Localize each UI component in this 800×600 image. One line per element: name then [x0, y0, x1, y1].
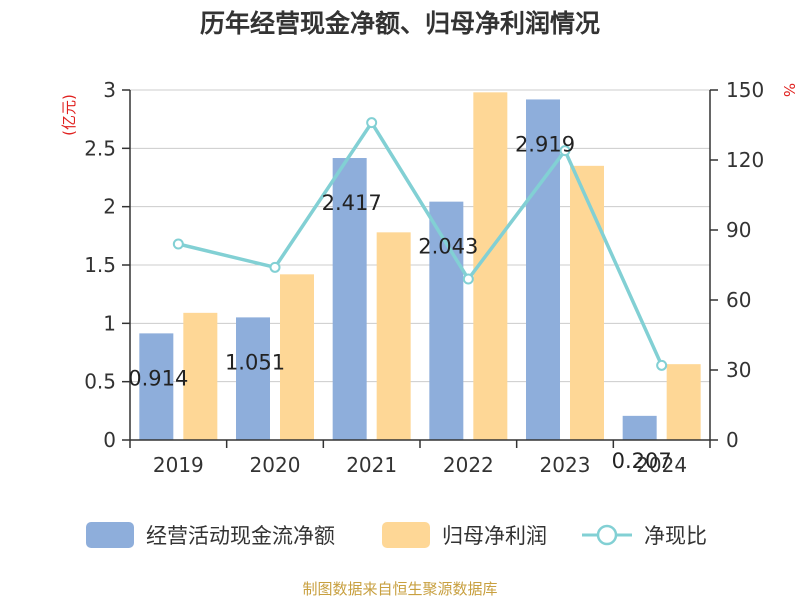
bar-net-profit [570, 165, 604, 441]
ratio-point [366, 117, 378, 129]
right-axis-unit: % [780, 83, 798, 97]
right-tick-label: 90 [726, 218, 751, 242]
x-tick-label: 2024 [636, 453, 687, 477]
legend-marker-ratio [596, 524, 618, 546]
data-label-cashflow: 1.051 [225, 350, 285, 374]
right-tick-label: 0 [726, 428, 739, 452]
left-tick-label: 2.5 [84, 136, 116, 160]
right-tick-label: 30 [726, 358, 751, 382]
legend-label-net-profit: 归母净利润 [442, 524, 547, 548]
bar-net-profit [183, 312, 218, 440]
x-tick-label: 2021 [346, 453, 397, 477]
x-tick-label: 2020 [250, 453, 301, 477]
ratio-point [656, 359, 668, 371]
ratio-point [462, 273, 474, 285]
ratio-line [172, 117, 668, 371]
legend-swatch-cashflow [86, 522, 134, 548]
bar-cashflow [332, 158, 367, 440]
x-tick-label: 2022 [443, 453, 494, 477]
bar-cashflow [622, 415, 657, 440]
ratio-line-path [177, 120, 664, 367]
left-tick-label: 1 [103, 311, 116, 335]
data-label-cashflow: 0.207 [612, 449, 672, 473]
left-tick-label: 3 [103, 78, 116, 102]
data-label-cashflow: 2.919 [515, 132, 575, 156]
ratio-point [559, 145, 571, 157]
bar-net-profit [666, 364, 701, 440]
ratio-point [172, 238, 184, 250]
legend-swatch-net-profit [382, 522, 430, 548]
data-label-cashflow: 0.914 [128, 366, 188, 390]
right-tick-label: 60 [726, 288, 751, 312]
data-label-cashflow: 2.417 [322, 191, 382, 215]
ratio-point [269, 261, 281, 273]
legend: 经营活动现金流净额 归母净利润 净现比 [86, 522, 707, 548]
gridlines [130, 89, 710, 383]
legend-label-ratio: 净现比 [644, 524, 707, 548]
left-tick-label: 0.5 [84, 370, 116, 394]
data-label-cashflow: 2.043 [418, 235, 478, 259]
legend-label-cashflow: 经营活动现金流净额 [146, 524, 335, 548]
left-tick-label: 0 [103, 428, 116, 452]
bar-cashflow [139, 333, 174, 440]
chart-title: 历年经营现金净额、归母净利润情况 [199, 9, 600, 38]
right-tick-label: 120 [726, 148, 764, 172]
data-labels: 0.914 1.051 2.417 2.043 2.919 0.207 [128, 132, 671, 472]
source-note: 制图数据来自恒生聚源数据库 [302, 580, 498, 598]
bar-cashflow [236, 317, 270, 440]
x-tick-label: 2023 [540, 453, 591, 477]
right-tick-label: 150 [726, 78, 764, 102]
left-axis-unit: (亿元) [60, 94, 78, 136]
x-tick-label: 2019 [153, 453, 204, 477]
left-tick-label: 2 [103, 195, 116, 219]
bar-net-profit [376, 232, 411, 440]
left-tick-label: 1.5 [84, 253, 116, 277]
axes [122, 89, 718, 448]
bar-net-profit [280, 274, 314, 440]
bar-cashflow [526, 99, 560, 440]
